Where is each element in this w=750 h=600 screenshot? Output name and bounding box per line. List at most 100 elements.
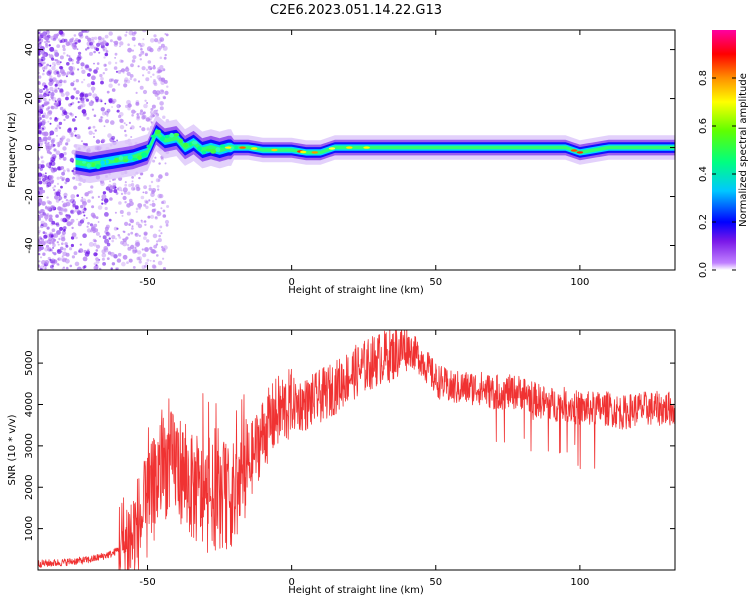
spectrogram-noise-cell xyxy=(166,205,170,208)
spectrogram-noise-cell xyxy=(106,108,111,113)
spectrogram-noise-cell xyxy=(82,30,87,33)
spectrogram-noise-cell xyxy=(66,71,71,75)
spectrogram-noise-cell xyxy=(73,80,75,83)
spectrogram-noise-cell xyxy=(56,176,60,180)
spectrogram-noise-cell xyxy=(82,142,86,146)
spectrogram-noise-cell xyxy=(73,185,78,190)
spectrogram-noise-cell xyxy=(93,252,98,257)
spectrogram-noise-cell xyxy=(82,266,86,269)
spectrogram-noise-cell xyxy=(152,80,157,85)
spectrogram-noise-cell xyxy=(108,98,113,103)
spectrogram-noise-cell xyxy=(147,65,151,69)
spectrogram-noise-cell xyxy=(49,117,52,120)
spectrogram-noise-cell xyxy=(82,256,88,262)
spectrogram-noise-cell xyxy=(77,68,80,71)
spectrogram-noise-cell xyxy=(38,231,41,236)
spectrogram-noise-cell xyxy=(86,83,91,88)
spectrogram-peak xyxy=(173,133,180,137)
spectrogram-noise-cell xyxy=(90,99,93,102)
spectrogram-noise-cell xyxy=(59,88,64,93)
spectrogram-noise-cell xyxy=(79,34,84,39)
spectrogram-noise-cell xyxy=(87,190,91,194)
spectrogram-noise-cell xyxy=(150,67,153,70)
spectrogram-noise-cell xyxy=(48,44,51,47)
spectrogram-noise-cell xyxy=(58,30,64,35)
spectrogram-noise-cell xyxy=(104,68,108,71)
spectrogram-noise-cell xyxy=(150,107,154,111)
spectrogram-noise-cell xyxy=(142,191,145,194)
spectrogram-noise-cell xyxy=(65,177,70,183)
spectrogram-noise-cell xyxy=(62,44,66,49)
spectrogram-panel: -50 0 50 100 -40 -20 0 20 40 Height of straight… xyxy=(7,29,676,296)
spectrogram-noise-cell xyxy=(131,225,134,228)
colorbar-ticks: 0.0 0.2 0.4 0.6 0.8 xyxy=(698,70,736,278)
spectrogram-noise-cell xyxy=(46,226,50,230)
spectrogram-noise-cell xyxy=(43,35,48,40)
spectrogram-noise-cell xyxy=(135,101,139,106)
spectrogram-noise-cell xyxy=(56,59,60,64)
spectrogram-noise-cell xyxy=(75,79,80,83)
spectrogram-noise-cell xyxy=(130,183,135,187)
spectrogram-noise-cell xyxy=(96,62,100,65)
spectrogram-noise-cell xyxy=(42,177,46,182)
spectrogram-noise-cell xyxy=(38,253,41,256)
spectrogram-noise-cell xyxy=(92,82,96,86)
spectrogram-noise-cell xyxy=(52,251,54,254)
spectrogram-noise-cell xyxy=(71,149,77,155)
spectrogram-noise-cell xyxy=(149,225,154,229)
spectrogram-noise-cell xyxy=(124,77,129,82)
spectrogram-noise-cell xyxy=(65,244,69,248)
spectrogram-noise-cell xyxy=(57,87,60,90)
spectrogram-noise-cell xyxy=(58,206,64,212)
spectrogram-noise-cell xyxy=(65,75,68,78)
spectrogram-noise-cell xyxy=(43,84,47,88)
spectrogram-noise-cell xyxy=(125,31,128,34)
spectrogram-noise-cell xyxy=(56,60,61,66)
spectrogram-noise-cell xyxy=(117,36,122,41)
spectrogram-noise-cell xyxy=(104,102,107,105)
spectrogram-noise-cell xyxy=(165,33,169,37)
spectrogram-noise-cell xyxy=(125,123,128,126)
spectrogram-noise-cell xyxy=(82,112,87,117)
spectrogram-noise-cell xyxy=(134,249,138,253)
spectrogram-noise-cell xyxy=(100,107,106,112)
spectrogram-noise-cell xyxy=(76,194,79,197)
spectrogram-noise-cell xyxy=(76,56,81,62)
spectrogram-noise-cell xyxy=(70,103,73,106)
spectrogram-noise-cell xyxy=(152,66,156,70)
spectrogram-noise-cell xyxy=(70,82,75,87)
spectrogram-noise-cell xyxy=(116,35,122,41)
spectrogram-noise-cell xyxy=(102,72,106,75)
spectrogram-noise-cell xyxy=(157,188,160,191)
spectrogram-noise-cell xyxy=(127,43,130,46)
spectrogram-noise-cell xyxy=(50,258,56,264)
spectrogram-noise-cell xyxy=(99,73,103,78)
spectrogram-noise-cell xyxy=(163,79,168,84)
spectrogram-peak xyxy=(105,159,109,164)
spectrogram-noise-cell xyxy=(164,90,169,95)
spectrogram-noise-cell xyxy=(74,134,77,137)
spectrogram-noise-cell xyxy=(134,232,139,237)
spectrogram-noise-cell xyxy=(69,112,73,116)
spectrogram-noise-cell xyxy=(100,100,103,103)
spectrogram-noise-cell xyxy=(130,136,133,138)
spectrogram-noise-cell xyxy=(97,221,100,223)
spectrogram-noise-cell xyxy=(65,91,70,96)
spectrogram-noise-cell xyxy=(140,220,144,224)
spectrogram-noise-cell xyxy=(79,212,83,215)
spectrogram-noise-cell xyxy=(110,267,113,270)
spectrogram-noise-cell xyxy=(90,86,96,92)
spectrogram-noise-cell xyxy=(117,234,121,237)
spectrogram-noise-cell xyxy=(56,262,59,266)
spectrogram-noise-cell xyxy=(38,122,42,127)
spectrogram-noise-cell xyxy=(144,53,148,57)
spectrogram-noise-cell xyxy=(75,236,78,240)
spectrogram-noise-cell xyxy=(63,80,66,83)
spectrogram-noise-cell xyxy=(137,250,142,255)
spectrogram-noise-cell xyxy=(116,139,119,142)
spectrogram-noise-cell xyxy=(86,116,90,120)
spectrogram-noise-cell xyxy=(164,53,167,57)
spectrogram-noise-cell xyxy=(45,244,50,248)
spectrogram-noise-cell xyxy=(68,57,73,62)
spectrogram-noise-cell xyxy=(104,52,109,57)
